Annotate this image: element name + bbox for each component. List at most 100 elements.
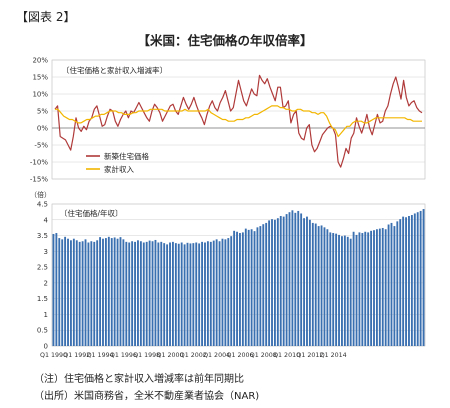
bar — [265, 222, 268, 346]
bar — [96, 240, 99, 346]
bar — [172, 241, 174, 346]
legend-label: 新築住宅価格 — [104, 151, 149, 161]
bar — [402, 216, 405, 346]
bar — [311, 222, 314, 346]
bar — [142, 242, 145, 346]
y-tick-label: 3 — [44, 248, 48, 256]
bar — [288, 212, 291, 346]
bar — [186, 242, 189, 346]
bar — [113, 237, 116, 346]
bottom-panel-title-bg — [58, 208, 136, 219]
bar — [227, 238, 230, 346]
bar — [408, 215, 410, 346]
bar — [122, 239, 125, 346]
bar — [70, 240, 72, 346]
bar — [373, 230, 375, 346]
bar — [361, 233, 364, 346]
note-text: （注）住宅価格と家計収入増減率は前年同期比 — [34, 374, 244, 385]
bar — [320, 225, 323, 346]
y-tick-label: -10% — [30, 159, 48, 167]
y-tick-label: -5% — [34, 142, 48, 150]
x-tick-label: Q1 1990 — [40, 352, 67, 359]
figure-label: 【図表 2】 — [16, 10, 76, 24]
series-line-housing — [54, 74, 423, 168]
bar — [137, 240, 139, 346]
bar — [102, 238, 104, 346]
bar — [163, 243, 166, 346]
bar — [151, 241, 154, 346]
bar — [326, 229, 329, 346]
bar — [116, 238, 119, 346]
bar — [230, 236, 233, 346]
bar — [119, 237, 122, 346]
x-tick-label: Q1 2002 — [180, 352, 207, 359]
bar — [107, 236, 110, 346]
y-tick-label: 3.5 — [37, 232, 48, 240]
bar — [204, 242, 206, 346]
x-tick-label: Q1 2012 — [296, 352, 323, 359]
y-tick-label: 20% — [32, 57, 48, 65]
y-tick-label: 2.5 — [37, 264, 48, 272]
bar — [215, 239, 218, 346]
bar — [259, 226, 262, 346]
bar — [64, 236, 67, 346]
x-tick-label: Q1 1996 — [110, 352, 137, 359]
x-tick-label: Q1 1998 — [133, 352, 160, 359]
bar — [195, 242, 198, 346]
bar — [154, 239, 157, 346]
bar — [134, 241, 136, 346]
bar — [99, 237, 102, 346]
bar — [90, 241, 93, 346]
bar — [157, 242, 160, 346]
bar — [52, 233, 55, 346]
bar — [244, 228, 247, 346]
bar — [180, 242, 183, 346]
bar — [75, 240, 78, 346]
bar — [169, 242, 171, 346]
bar — [87, 242, 90, 346]
bar — [375, 229, 378, 346]
bar — [160, 241, 163, 346]
bar — [256, 227, 259, 346]
bar — [209, 241, 212, 346]
bar — [189, 243, 192, 346]
bar — [294, 212, 297, 346]
y-tick-label: 0 — [44, 343, 48, 351]
bar — [285, 214, 288, 346]
bar — [177, 243, 180, 346]
bar — [273, 219, 276, 346]
top-panel-title: 〔住宅価格と家計収入増減率〕 — [62, 65, 167, 75]
bar — [291, 210, 294, 346]
bar — [268, 220, 271, 346]
bar — [125, 241, 128, 346]
bar — [338, 234, 340, 346]
bar — [314, 223, 317, 346]
bar — [416, 212, 419, 346]
bar — [367, 232, 370, 346]
bar — [364, 231, 367, 346]
bar — [282, 216, 285, 346]
bar — [239, 233, 241, 346]
bar — [396, 221, 399, 346]
bar — [218, 241, 221, 346]
series-line-income — [55, 105, 422, 138]
y-tick-label: 15% — [32, 74, 48, 82]
bar — [308, 219, 311, 346]
bar — [201, 241, 203, 346]
bar — [384, 229, 387, 346]
bar — [212, 240, 215, 346]
x-tick-label: Q1 2014 — [320, 352, 347, 359]
bar — [279, 215, 282, 346]
bar — [413, 213, 416, 346]
bar — [329, 232, 332, 346]
bar — [224, 239, 227, 346]
y-tick-label: 0.5 — [37, 327, 48, 335]
bar — [390, 222, 393, 346]
legend-label: 家計収入 — [104, 164, 134, 174]
y-tick-label: 4.5 — [37, 201, 48, 209]
bar — [72, 238, 75, 346]
bar — [148, 240, 151, 346]
bar — [378, 228, 381, 346]
y-unit-label: （倍） — [30, 190, 51, 199]
